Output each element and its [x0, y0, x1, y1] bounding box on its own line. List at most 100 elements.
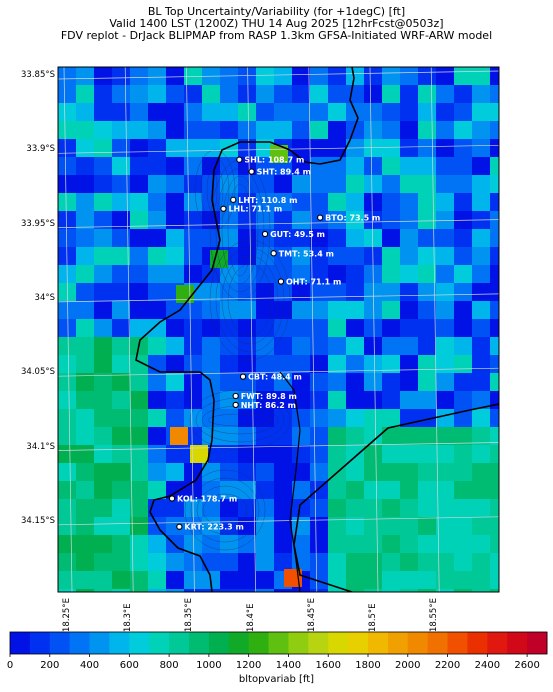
field-cell: [418, 157, 436, 175]
field-cell: [346, 319, 364, 337]
field-cell: [382, 445, 400, 463]
field-cell: [382, 121, 400, 139]
field-cell: [274, 175, 292, 193]
field-cell: [454, 373, 472, 391]
field-cell: [112, 157, 130, 175]
field-cell: [166, 193, 184, 211]
field-cell: [238, 391, 256, 409]
field-cell: [472, 229, 490, 247]
field-cell: [58, 589, 76, 592]
contour-line: [189, 389, 291, 451]
field-cell: [94, 283, 112, 301]
site-dot: [232, 392, 239, 400]
title-line-3: FDV replot - DrJack BLIPMAP from RASP 1.…: [60, 29, 493, 42]
parallel-line: [58, 516, 499, 526]
field-cell: [166, 67, 184, 85]
site-marker: TMT: 53.4 m: [270, 249, 334, 258]
site-dot: [236, 156, 243, 163]
field-cell: [364, 85, 382, 103]
field-cell: [274, 193, 292, 211]
field-cell: [328, 121, 346, 139]
field-cell: [382, 391, 400, 409]
field-cell: [58, 391, 76, 409]
field-cell: [256, 121, 274, 139]
field-cell: [310, 85, 328, 103]
field-cell: [148, 103, 166, 121]
field-cell: [58, 535, 76, 553]
field-cell: [184, 193, 202, 211]
field-cell: [472, 139, 490, 157]
contour-line: [195, 397, 285, 443]
colorbar-tick-label: 400: [80, 660, 100, 671]
field-cell: [58, 301, 76, 319]
field-cell: [94, 373, 112, 391]
field-cell: [274, 427, 292, 445]
contour-line: [221, 255, 279, 345]
field-cell: [130, 427, 148, 445]
field-cell: [94, 175, 112, 193]
field-cell: [328, 229, 346, 247]
field-cell: [166, 175, 184, 193]
parallel-line: [58, 293, 499, 303]
field-cell: [310, 355, 328, 373]
field-cell: [472, 553, 490, 571]
field-cell: [202, 283, 220, 301]
field-cell: [166, 571, 184, 589]
contour-line: [227, 263, 273, 337]
field-cell: [148, 211, 166, 229]
field-cell: [490, 409, 499, 427]
contour-line: [221, 175, 259, 285]
field-cell: [148, 391, 166, 409]
site-dot: [261, 230, 269, 238]
field-cell: [58, 67, 76, 85]
field-cell: [364, 193, 382, 211]
field-cell: [472, 103, 490, 121]
field-cell: [148, 337, 166, 355]
field-cell: [346, 391, 364, 409]
field-cell: [238, 265, 256, 283]
field-cell: [328, 427, 346, 445]
field-cell: [328, 85, 346, 103]
field-cell: [94, 229, 112, 247]
field-cell: [364, 499, 382, 517]
field-cell: [472, 571, 490, 589]
field-cell: [130, 301, 148, 319]
field-cell: [94, 301, 112, 319]
field-cell: [274, 121, 292, 139]
field-cell: [490, 301, 499, 319]
field-cell: [58, 463, 76, 481]
field-cell: [256, 553, 274, 571]
field-cell: [148, 283, 166, 301]
field-cell: [112, 553, 130, 571]
field-cell: [490, 283, 499, 301]
field-cell: [310, 67, 328, 85]
field-cell: [436, 283, 454, 301]
field-cell: [220, 337, 238, 355]
field-cell: [130, 265, 148, 283]
field-cell: [166, 391, 184, 409]
field-cell: [58, 103, 76, 121]
field-cell: [256, 427, 274, 445]
field-cell: [472, 463, 490, 481]
field-cell: [382, 67, 400, 85]
field-cell: [454, 481, 472, 499]
field-cell: [436, 337, 454, 355]
field-cell: [490, 121, 499, 139]
field-cell: [256, 589, 274, 592]
field-cell: [328, 589, 346, 592]
field-cell: [310, 121, 328, 139]
field-cell: [418, 553, 436, 571]
field-cell: [490, 589, 499, 592]
site-label: TMT: 53.4 m: [279, 249, 334, 258]
field-cell: [292, 535, 310, 553]
lat-tick-label: 33.95°S: [21, 218, 55, 229]
field-cell: [328, 373, 346, 391]
field-cell: [274, 283, 292, 301]
field-cell: [220, 499, 238, 517]
field-cell: [400, 427, 418, 445]
field-cell: [454, 463, 472, 481]
site-marker: BTO: 73.5 m: [316, 214, 380, 223]
field-cell: [256, 175, 274, 193]
field-cell: [418, 337, 436, 355]
lat-tick-label: 33.85°S: [21, 70, 55, 80]
